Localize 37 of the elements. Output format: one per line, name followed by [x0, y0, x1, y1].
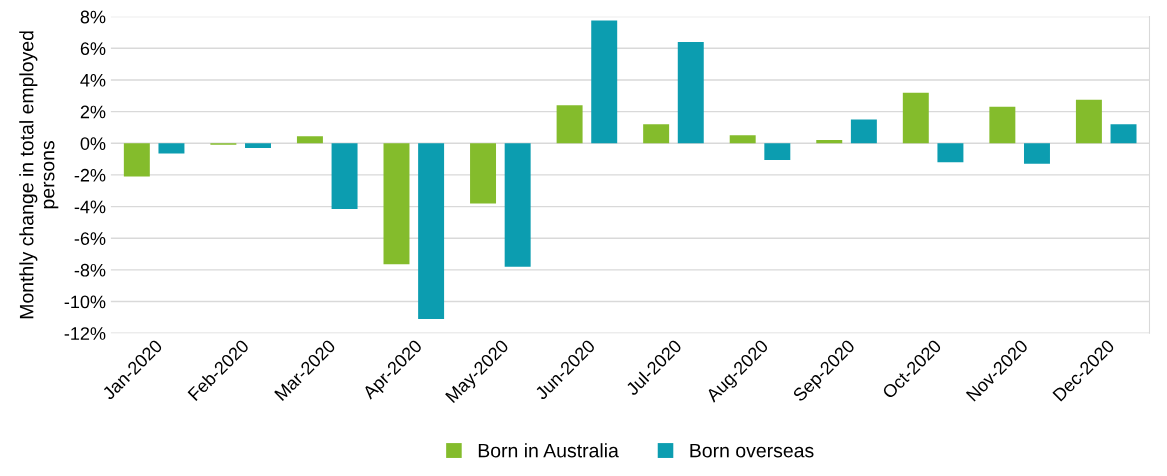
bar	[902, 92, 929, 144]
bar	[383, 143, 410, 265]
bar	[764, 143, 791, 160]
bar	[296, 136, 323, 144]
y-tick-label: 2%	[80, 105, 106, 119]
y-tick-label: -12%	[64, 327, 106, 340]
y-tick-label: 0%	[80, 137, 106, 150]
bar	[850, 119, 877, 144]
legend-label: Born in Australia	[478, 443, 619, 458]
y-axis-title: Monthly change in total employed persons	[19, 31, 59, 319]
bar	[331, 143, 358, 209]
bar	[556, 105, 583, 144]
y-tick-label: -2%	[74, 168, 106, 182]
bar	[816, 140, 843, 144]
y-tick-label: 8%	[80, 10, 106, 24]
bar	[504, 143, 531, 267]
bar	[937, 143, 964, 163]
bar	[245, 143, 271, 149]
bar	[1075, 99, 1102, 144]
bar	[1023, 143, 1050, 164]
y-tick-label: -6%	[74, 232, 106, 245]
legend-label: Born overseas	[690, 443, 814, 458]
bar	[677, 41, 704, 144]
y-tick-label: 6%	[80, 42, 106, 56]
y-tick-label: -10%	[64, 295, 106, 309]
y-tick-label: -8%	[74, 263, 106, 277]
bar	[418, 143, 445, 319]
y-tick-label: 4%	[80, 73, 106, 87]
bar	[989, 106, 1016, 144]
y-tick-label: -4%	[74, 200, 106, 214]
bar	[729, 135, 756, 144]
bar	[123, 143, 150, 177]
bar	[591, 20, 618, 144]
bar	[643, 124, 670, 144]
bar	[158, 143, 185, 154]
bar	[470, 143, 497, 204]
bar	[1110, 124, 1137, 144]
